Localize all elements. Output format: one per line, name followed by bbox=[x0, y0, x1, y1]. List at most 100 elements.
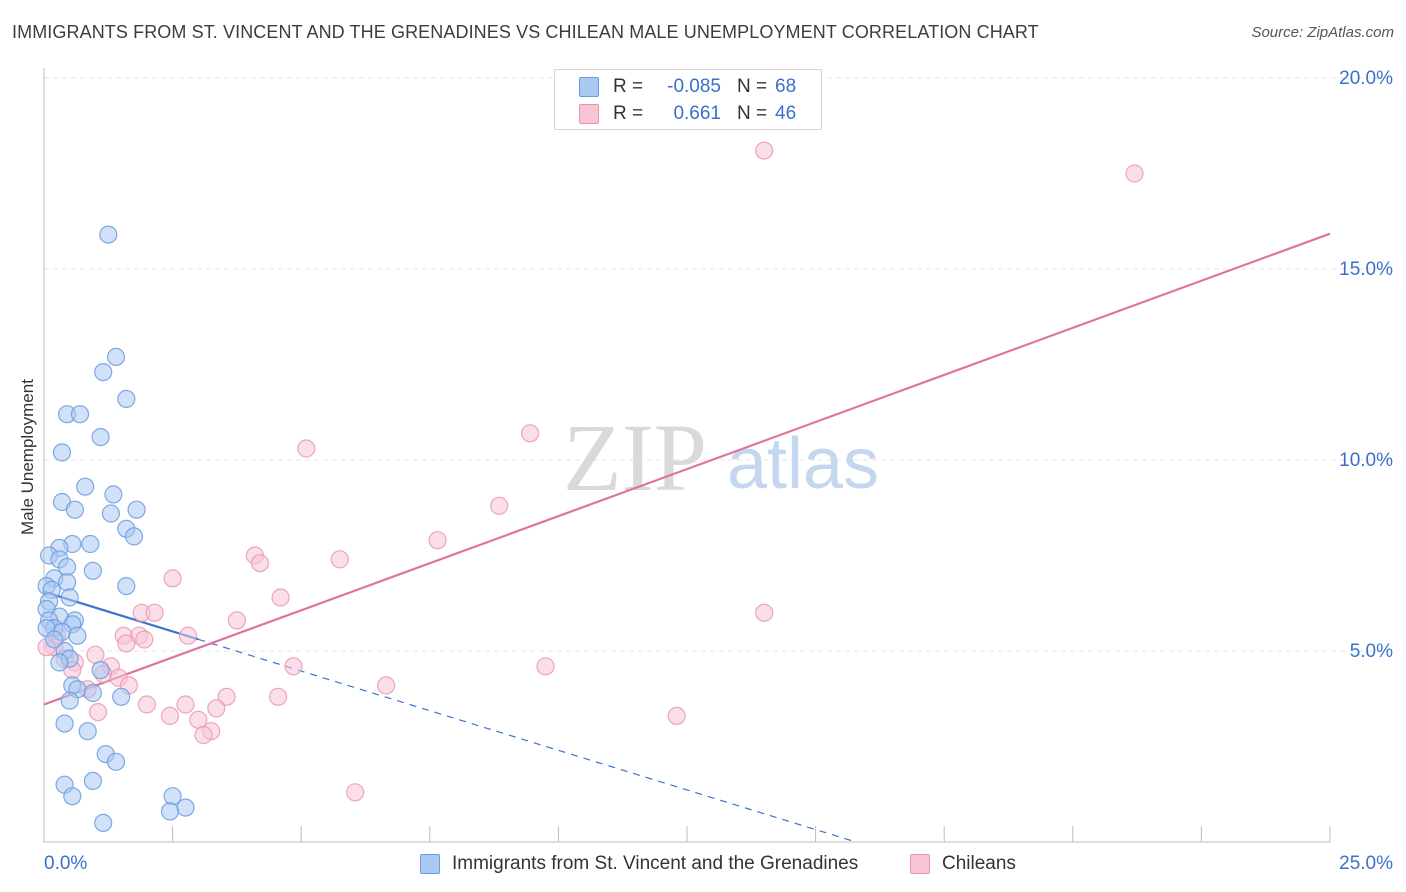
point-series2 bbox=[1125, 164, 1144, 183]
point-series1 bbox=[94, 813, 113, 833]
point-series1 bbox=[60, 588, 79, 607]
point-series1 bbox=[91, 428, 110, 447]
point-series1 bbox=[112, 687, 131, 706]
bottom-legend-series1: Immigrants from St. Vincent and the Gren… bbox=[420, 852, 858, 876]
point-series2 bbox=[297, 439, 316, 458]
point-series2 bbox=[667, 706, 686, 726]
grid-lines bbox=[44, 77, 1390, 652]
point-series2 bbox=[284, 657, 303, 676]
point-series2 bbox=[330, 550, 349, 569]
legend-swatch-series2 bbox=[579, 104, 599, 124]
legend-r-label: R = bbox=[613, 76, 644, 97]
point-series1 bbox=[60, 691, 79, 710]
point-series1 bbox=[70, 405, 90, 424]
point-series2 bbox=[346, 783, 365, 802]
point-series2 bbox=[490, 496, 509, 515]
point-series1 bbox=[55, 714, 74, 733]
point-series1 bbox=[83, 561, 103, 580]
point-series1 bbox=[99, 225, 118, 244]
point-series2 bbox=[428, 531, 447, 550]
point-series2 bbox=[135, 630, 154, 649]
legend-row-series2: R = 0.661 N = 46 bbox=[579, 102, 796, 126]
stats-legend: R = -0.085 N = 68 R = 0.661 N = 46 bbox=[554, 69, 822, 130]
point-series1 bbox=[176, 798, 195, 817]
point-series1 bbox=[50, 653, 69, 672]
point-series2 bbox=[176, 695, 195, 714]
point-series1 bbox=[83, 771, 103, 791]
y-axis-label: Male Unemployment bbox=[18, 379, 37, 535]
point-series1 bbox=[68, 626, 87, 645]
point-series2 bbox=[86, 645, 105, 664]
point-series1 bbox=[127, 500, 146, 519]
y-tick-label: 20.0% bbox=[1339, 68, 1393, 89]
point-series1 bbox=[104, 485, 123, 504]
point-series1 bbox=[78, 722, 97, 741]
watermark-atlas: atlas bbox=[727, 424, 879, 504]
point-series2 bbox=[88, 702, 108, 722]
point-series1 bbox=[52, 443, 72, 462]
chart-title: IMMIGRANTS FROM ST. VINCENT AND THE GREN… bbox=[12, 22, 1039, 42]
bottom-legend-swatch-series2 bbox=[910, 854, 930, 874]
point-series1 bbox=[45, 630, 64, 649]
legend-n-label: N = bbox=[737, 103, 768, 124]
point-series1 bbox=[106, 347, 126, 366]
watermark: ZIP atlas bbox=[563, 404, 879, 511]
legend-r-label: R = bbox=[613, 103, 644, 124]
point-series2 bbox=[755, 603, 774, 622]
x-tick-label: 25.0% bbox=[1339, 853, 1393, 874]
point-series1 bbox=[117, 576, 136, 596]
trendline-series1-extension bbox=[198, 638, 857, 843]
point-series2 bbox=[536, 657, 555, 676]
tick-labels: 5.0% 10.0% 15.0% 20.0% 0.0% 25.0% bbox=[44, 68, 1393, 874]
point-series2 bbox=[520, 424, 540, 443]
watermark-zip: ZIP bbox=[563, 404, 707, 511]
y-tick-label: 5.0% bbox=[1350, 641, 1393, 662]
point-series1 bbox=[94, 363, 113, 382]
point-series1 bbox=[65, 500, 85, 519]
point-series1 bbox=[63, 787, 82, 806]
point-series2 bbox=[250, 553, 270, 573]
point-series2 bbox=[755, 141, 774, 160]
point-series1 bbox=[106, 752, 126, 771]
bottom-legend-swatch-series1 bbox=[420, 854, 440, 874]
point-series1 bbox=[160, 802, 180, 821]
point-series1 bbox=[117, 389, 136, 408]
point-series1 bbox=[76, 477, 95, 496]
point-series2 bbox=[194, 725, 213, 745]
x-tick-label: 0.0% bbox=[44, 853, 87, 874]
point-series2 bbox=[163, 569, 182, 588]
point-series2 bbox=[117, 634, 136, 653]
point-series1 bbox=[57, 573, 77, 592]
legend-n-value: 68 bbox=[775, 76, 797, 97]
point-series2 bbox=[217, 687, 236, 706]
point-series2 bbox=[377, 676, 396, 695]
point-series2 bbox=[271, 588, 290, 607]
point-series2 bbox=[160, 706, 180, 726]
bottom-legend-label-series2: Chileans bbox=[942, 853, 1016, 874]
y-tick-label: 15.0% bbox=[1339, 259, 1393, 280]
trend-lines bbox=[43, 232, 1331, 843]
point-series2 bbox=[137, 695, 156, 714]
point-series1 bbox=[83, 683, 103, 703]
legend-r-value: -0.085 bbox=[667, 76, 721, 97]
legend-r-value: 0.661 bbox=[673, 103, 721, 124]
point-series2 bbox=[178, 626, 198, 645]
bottom-legend-label-series1: Immigrants from St. Vincent and the Gren… bbox=[452, 853, 859, 874]
legend-swatch-series1 bbox=[579, 77, 599, 97]
data-points bbox=[37, 141, 1144, 833]
point-series2 bbox=[227, 611, 246, 630]
point-series1 bbox=[91, 660, 110, 680]
point-series2 bbox=[269, 687, 288, 706]
bottom-legend-series2: Chileans bbox=[910, 852, 1016, 876]
trendline-series2 bbox=[43, 232, 1331, 706]
axes bbox=[43, 68, 1331, 843]
point-series1 bbox=[124, 527, 144, 546]
y-tick-label: 10.0% bbox=[1339, 450, 1393, 471]
source-label: Source: ZipAtlas.com bbox=[1251, 24, 1394, 41]
point-series1 bbox=[101, 504, 121, 523]
point-series2 bbox=[145, 603, 164, 622]
legend-n-label: N = bbox=[737, 76, 768, 97]
point-series1 bbox=[81, 534, 100, 554]
point-series2 bbox=[207, 699, 226, 718]
